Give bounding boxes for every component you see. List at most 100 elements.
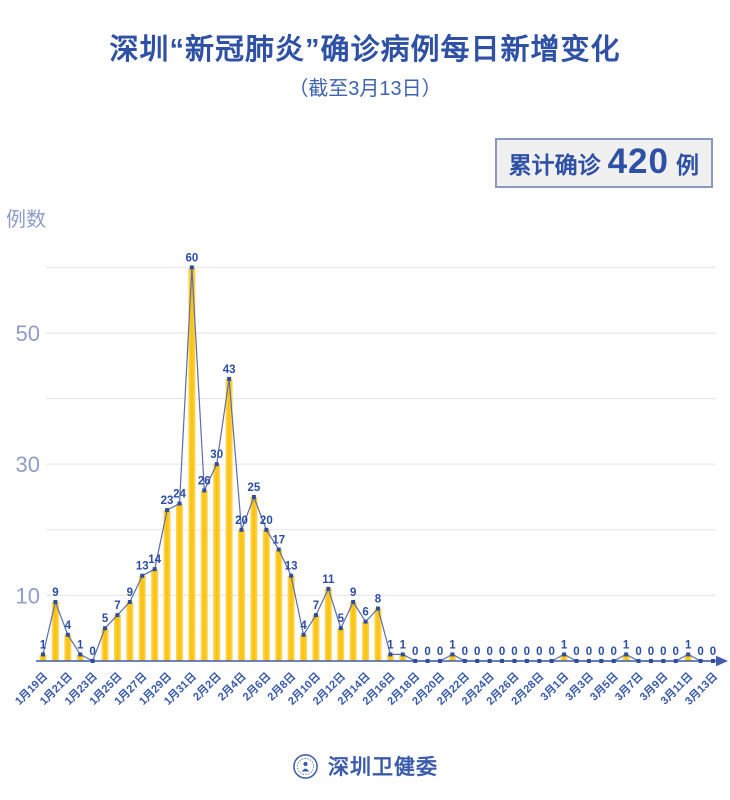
point-label-2月17日: 1: [400, 639, 407, 651]
footer: 深圳卫健委: [0, 751, 730, 781]
y-tick-label-30: 30: [16, 452, 40, 477]
marker-3月13日: [710, 659, 715, 663]
bar-1月25日: [113, 615, 121, 661]
point-label-2月9日: 4: [300, 620, 307, 632]
point-label-2月19日: 0: [424, 646, 430, 658]
point-label-2月20日: 0: [437, 646, 443, 658]
y-tick-label-10: 10: [16, 583, 40, 608]
marker-1月30日: [177, 501, 182, 506]
bar-2月4日: [238, 529, 246, 661]
point-label-1月25日: 7: [114, 600, 120, 612]
point-label-2月18日: 0: [412, 646, 418, 658]
marker-1月25日: [115, 613, 120, 618]
bar-2月11日: [324, 588, 332, 661]
point-label-2月24日: 0: [486, 646, 492, 658]
marker-2月27日: [524, 659, 529, 663]
point-label-3月10日: 0: [673, 646, 679, 658]
marker-2月8日: [289, 573, 294, 578]
point-label-1月26日: 9: [127, 587, 133, 599]
y-axis-unit-label: 例数: [6, 208, 46, 231]
bar-2月21日: [448, 654, 456, 661]
point-label-2月3日: 43: [223, 364, 236, 376]
szwjw-logo-icon: [293, 753, 318, 779]
marker-3月2日: [574, 659, 579, 663]
marker-2月19日: [425, 659, 430, 663]
daily-new-cases-chart: 例数 10 30 50 1 9 4 1 0 5 7 9 13 14 23 24 60 26 30 43 20 25 20 17…: [0, 190, 730, 750]
marker-1月24日: [103, 626, 108, 631]
marker-2月10日: [313, 613, 318, 618]
marker-1月31日: [189, 265, 194, 270]
marker-3月10日: [673, 659, 678, 663]
marker-2月23日: [475, 659, 480, 663]
point-label-2月15日: 8: [375, 594, 382, 606]
point-label-1月24日: 5: [102, 613, 109, 625]
point-label-2月26日: 0: [511, 646, 517, 658]
marker-3月5日: [611, 659, 616, 663]
marker-3月7日: [636, 659, 641, 663]
marker-3月3日: [586, 659, 591, 663]
page-title: 深圳“新冠肺炎”确诊病例每日新增变化: [109, 34, 621, 66]
point-label-3月12日: 0: [697, 646, 703, 658]
marker-1月19日: [41, 652, 45, 657]
bar-2月5日: [250, 497, 258, 661]
bar-1月29日: [163, 510, 171, 661]
bar-3月6日: [622, 654, 630, 661]
marker-3月8日: [648, 659, 653, 663]
bar-2月13日: [349, 601, 357, 661]
chart-canvas: 例数10305019410579131423246026304320252017…: [6, 208, 728, 708]
marker-2月15日: [375, 606, 380, 611]
bar-2月16日: [386, 654, 394, 661]
marker-1月22日: [78, 652, 83, 657]
point-label-3月5日: 0: [611, 646, 617, 658]
y-tick-label-50: 50: [16, 321, 40, 346]
point-label-3月6日: 1: [623, 639, 630, 651]
point-label-2月2日: 30: [210, 449, 223, 461]
marker-3月9日: [661, 659, 666, 663]
bar-2月3日: [225, 378, 233, 661]
badge-prefix: 累计确诊: [508, 152, 601, 178]
bar-1月19日: [39, 654, 47, 661]
point-label-2月1日: 26: [198, 475, 211, 487]
marker-1月29日: [165, 508, 170, 513]
point-label-2月16日: 1: [387, 639, 394, 651]
point-label-2月29日: 0: [548, 646, 554, 658]
bar-1月20日: [51, 601, 59, 661]
point-label-2月12日: 5: [338, 613, 345, 625]
marker-2月4日: [239, 527, 244, 532]
point-label-3月11日: 1: [685, 639, 692, 651]
cumulative-total-badge: 累计确诊 420 例: [494, 138, 713, 188]
marker-2月2日: [214, 462, 219, 467]
marker-1月23日: [90, 659, 95, 663]
point-label-2月23日: 0: [474, 646, 480, 658]
bar-2月2日: [213, 464, 221, 661]
page-subtitle: （截至3月13日）: [288, 78, 442, 100]
marker-2月20日: [438, 659, 443, 663]
bar-2月15日: [374, 608, 382, 661]
point-label-3月13日: 0: [710, 646, 716, 658]
point-label-3月2日: 0: [573, 646, 579, 658]
point-label-1月19日: 1: [40, 639, 47, 651]
marker-2月11日: [326, 586, 331, 591]
point-label-1月27日: 13: [136, 561, 149, 573]
bar-2月14日: [362, 621, 370, 661]
point-label-2月7日: 17: [272, 534, 285, 546]
marker-2月14日: [363, 619, 368, 624]
marker-3月11日: [686, 652, 691, 657]
bar-1月30日: [175, 503, 183, 661]
point-label-2月27日: 0: [524, 646, 530, 658]
point-label-1月22日: 1: [77, 639, 84, 651]
point-label-1月23日: 0: [89, 646, 95, 658]
point-label-2月14日: 6: [362, 607, 368, 619]
bar-2月10日: [312, 615, 320, 661]
bar-1月24日: [101, 628, 109, 661]
marker-2月17日: [400, 652, 405, 657]
point-label-1月21日: 4: [65, 620, 72, 632]
bar-2月17日: [399, 654, 407, 661]
point-label-1月29日: 23: [161, 495, 174, 507]
marker-2月28日: [537, 659, 542, 663]
marker-2月22日: [462, 659, 467, 663]
point-label-3月7日: 0: [635, 646, 641, 658]
badge-value: 420: [607, 142, 669, 181]
marker-1月21日: [65, 632, 70, 637]
